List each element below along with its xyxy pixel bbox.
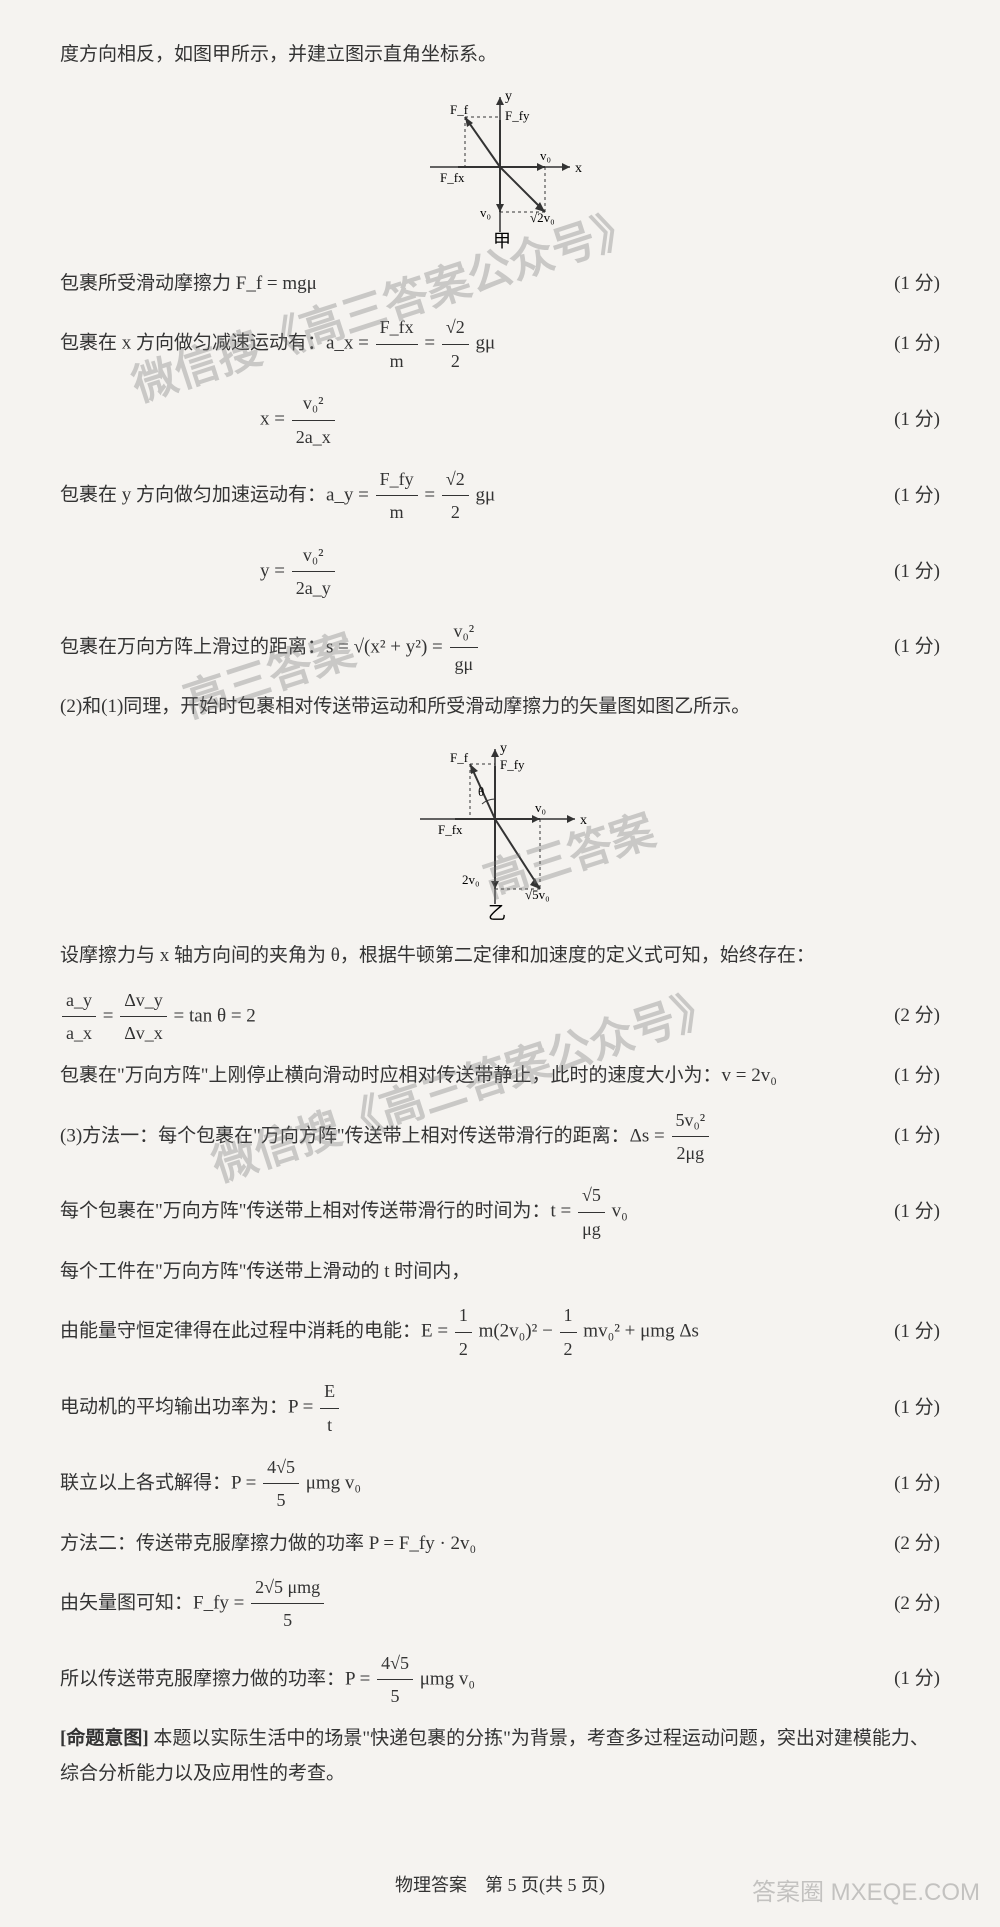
svg-text:y: y [500,741,507,756]
eq2-line-7: 联立以上各式解得：P = 4√55 μmg v₀ (1 分) [60,1451,940,1517]
eq-text: y = v₀²2a_y [60,539,874,605]
svg-text:2v₀: 2v₀ [462,872,480,887]
eq2-line-2: (3)方法一：每个包裹在"万向方阵"传送带上相对传送带滑行的距离：Δs = 5v… [60,1104,940,1170]
intent-text: 本题以实际生活中的场景"快递包裹的分拣"为背景，考查多过程运动问题，突出对建模能… [60,1728,929,1783]
svg-text:F_fx: F_fx [440,170,465,185]
eq2-line-1: 包裹在"万向方阵"上刚停止横向滑动时应相对传送带静止，此时的速度大小为：v = … [60,1059,940,1093]
para-3: 设摩擦力与 x 轴方向间的夹角为 θ，根据牛顿第二定律和加速度的定义式可知，始终… [60,939,940,973]
eq-text: a_ya_x = Δv_yΔv_x = tan θ = 2 [60,984,874,1050]
score: (1 分) [894,403,940,437]
svg-text:x: x [580,813,587,828]
eq-text: 每个包裹在"万向方阵"传送带上相对传送带滑行的时间为：t = √5μg v₀ [60,1179,874,1245]
diagram-yi: x y F_f F_fy F_fx θ v₀ 2v₀ [60,734,940,929]
svg-text:F_fy: F_fy [505,108,530,123]
eq2-line-4: 每个工件在"万向方阵"传送带上滑动的 t 时间内， [60,1255,940,1289]
svg-text:v₀: v₀ [480,205,491,220]
score: (1 分) [894,327,940,361]
diagram-jia: x y F_f F_fy F_fx v₀ v₀ √ [60,82,940,257]
eq2-line-9: 由矢量图可知：F_fy = 2√5 μmg5 (2 分) [60,1571,940,1637]
score: (1 分) [894,1391,940,1425]
svg-text:F_fy: F_fy [500,757,525,772]
eq-text: (3)方法一：每个包裹在"万向方阵"传送带上相对传送带滑行的距离：Δs = 5v… [60,1104,874,1170]
svg-text:F_f: F_f [450,102,469,117]
diagram-yi-caption: 乙 [488,903,506,923]
eq-line-4: y = v₀²2a_y (1 分) [60,539,940,605]
eq2-line-5: 由能量守恒定律得在此过程中消耗的电能：E = 12 m(2v₀)² − 12 m… [60,1299,940,1365]
eq-text: 联立以上各式解得：P = 4√55 μmg v₀ [60,1451,874,1517]
eq-line-0: 包裹所受滑动摩擦力 F_f = mgμ (1 分) [60,267,940,301]
score: (1 分) [894,1059,940,1093]
svg-text:θ: θ [478,784,484,799]
page: 微信搜《高三答案公众号》 高三答案 高三答案 微信搜《高三答案公众号》 度方向相… [0,0,1000,1927]
eq-text: 电动机的平均输出功率为：P = Et [60,1375,874,1441]
score: (1 分) [894,1662,940,1696]
score: (1 分) [894,479,940,513]
score: (1 分) [894,1195,940,1229]
score: (1 分) [894,1119,940,1153]
score: (1 分) [894,630,940,664]
score: (1 分) [894,555,940,589]
score: (2 分) [894,999,940,1033]
eq-text: x = v₀²2a_x [60,387,874,453]
intro-text: 度方向相反，如图甲所示，并建立图示直角坐标系。 [60,38,940,72]
svg-text:F_fx: F_fx [438,822,463,837]
eq-text: 包裹在 y 方向做匀加速运动有：a_y = F_fym = √22 gμ [60,463,874,529]
eq-text: 所以传送带克服摩擦力做的功率：P = 4√55 μmg v₀ [60,1647,874,1713]
eq-text: 方法二：传送带克服摩擦力做的功率 P = F_fy · 2v₀ [60,1527,874,1561]
score: (1 分) [894,1315,940,1349]
eq-text: 每个工件在"万向方阵"传送带上滑动的 t 时间内， [60,1255,920,1289]
para-2: (2)和(1)同理，开始时包裹相对传送带运动和所受滑动摩擦力的矢量图如图乙所示。 [60,690,940,724]
eq-text: 包裹在"万向方阵"上刚停止横向滑动时应相对传送带静止，此时的速度大小为：v = … [60,1059,874,1093]
svg-text:F_f: F_f [450,750,469,765]
axis-x-label: x [575,161,582,176]
eq-text: 包裹在 x 方向做匀减速运动有：a_x = F_fxm = √22 gμ [60,311,874,377]
eq-line-1: 包裹在 x 方向做匀减速运动有：a_x = F_fxm = √22 gμ (1 … [60,311,940,377]
eq-text: 由矢量图可知：F_fy = 2√5 μmg5 [60,1571,874,1637]
eq-text: 包裹在万向方阵上滑过的距离：s = √(x² + y²) = v₀²gμ [60,615,874,681]
svg-text:v₀: v₀ [540,148,551,163]
score: (2 分) [894,1587,940,1621]
axis-y-label: y [505,89,512,104]
eq2-line-10: 所以传送带克服摩擦力做的功率：P = 4√55 μmg v₀ (1 分) [60,1647,940,1713]
score: (1 分) [894,267,940,301]
eq-text: 由能量守恒定律得在此过程中消耗的电能：E = 12 m(2v₀)² − 12 m… [60,1299,874,1365]
eq-line-5: 包裹在万向方阵上滑过的距离：s = √(x² + y²) = v₀²gμ (1 … [60,615,940,681]
eq2-line-3: 每个包裹在"万向方阵"传送带上相对传送带滑行的时间为：t = √5μg v₀ (… [60,1179,940,1245]
eq2-line-6: 电动机的平均输出功率为：P = Et (1 分) [60,1375,940,1441]
eq-line-2: x = v₀²2a_x (1 分) [60,387,940,453]
eq2-line-8: 方法二：传送带克服摩擦力做的功率 P = F_fy · 2v₀ (2 分) [60,1527,940,1561]
score: (1 分) [894,1467,940,1501]
diagram-jia-caption: 甲 [493,231,511,251]
eq2-line-0: a_ya_x = Δv_yΔv_x = tan θ = 2 (2 分) [60,984,940,1050]
corner-watermark: 答案圈 MXEQE.COM [752,1872,980,1907]
eq-text: 包裹所受滑动摩擦力 F_f = mgμ [60,267,874,301]
eq-line-3: 包裹在 y 方向做匀加速运动有：a_y = F_fym = √22 gμ (1 … [60,463,940,529]
intent-label: [命题意图] [60,1728,149,1749]
intent-para: [命题意图] 本题以实际生活中的场景"快递包裹的分拣"为背景，考查多过程运动问题… [60,1722,940,1790]
score: (2 分) [894,1527,940,1561]
svg-text:v₀: v₀ [535,800,546,815]
